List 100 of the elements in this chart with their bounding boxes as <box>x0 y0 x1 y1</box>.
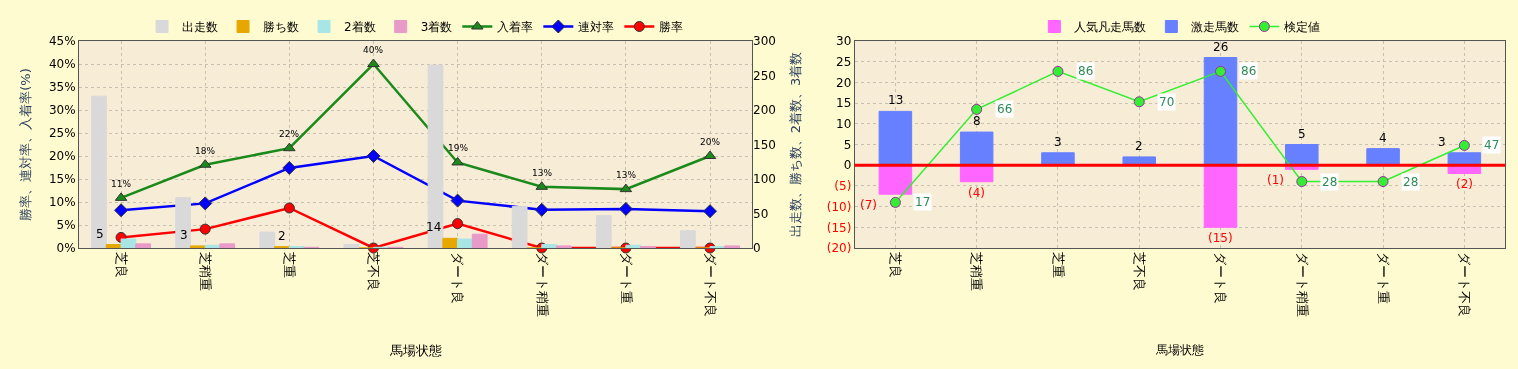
y-tick-label: 25% <box>48 126 76 141</box>
point <box>452 218 464 230</box>
bar <box>189 245 206 248</box>
point <box>1296 176 1308 188</box>
data-label: 5 <box>1298 127 1306 141</box>
bar <box>91 95 107 248</box>
x-tick-label: ダート不良 <box>702 251 718 317</box>
x-tick-label: ダート稍重 <box>1294 251 1310 317</box>
x-tick-label: ダート稍重 <box>534 251 550 317</box>
bar <box>1447 152 1482 166</box>
data-label: (1) <box>1267 173 1284 187</box>
x-tick-label: ダート良 <box>1213 251 1229 304</box>
data-label: 2 <box>278 229 286 243</box>
bar <box>427 64 444 248</box>
legend-label: 検定値 <box>1284 20 1321 35</box>
x-tick-label: ダート重 <box>1375 251 1391 304</box>
y-tick-label: 5 <box>843 137 852 152</box>
x-tick-label: 芝良 <box>888 251 904 278</box>
y-tick-label: 35% <box>48 80 76 95</box>
y2-axis-title: 出走数、勝ち数、2着数、3着数 <box>787 51 803 238</box>
point <box>889 196 901 208</box>
point <box>1133 96 1145 108</box>
data-label: 66 <box>997 102 1013 116</box>
point <box>534 202 549 217</box>
y-tick-label: 5% <box>56 218 76 233</box>
y-tick-label: 45% <box>48 34 76 49</box>
y-tick-label: 40% <box>48 57 76 72</box>
point <box>619 183 633 193</box>
bar <box>259 231 276 248</box>
y-tick-label: (15) <box>826 220 852 235</box>
point <box>703 204 718 219</box>
y-axis-title: 勝率、連対率、入着率(%) <box>17 68 33 221</box>
bar <box>680 230 696 248</box>
legend-label: 勝ち数 <box>263 20 300 35</box>
point <box>114 203 129 218</box>
bar <box>343 244 360 248</box>
legend-label: 3着数 <box>420 20 453 35</box>
point <box>1052 65 1064 77</box>
point <box>1458 139 1470 151</box>
y-tick-label: 0% <box>56 241 76 256</box>
data-label: 28 <box>1403 175 1419 189</box>
y-tick-label: 30% <box>48 103 76 118</box>
y2-tick-label: 0 <box>753 241 761 256</box>
point <box>971 103 983 115</box>
bar <box>1203 57 1238 166</box>
legend-label: 勝率 <box>659 20 684 35</box>
data-label: 3 <box>180 228 188 242</box>
x-tick-label: 芝稍重 <box>197 251 213 291</box>
x-axis-title: 馬場状態 <box>388 343 442 359</box>
data-label: 3 <box>1438 135 1446 149</box>
point <box>366 149 381 163</box>
y-tick-label: 25 <box>836 54 852 69</box>
data-label: 18% <box>195 146 216 156</box>
legend-label: 人気凡走馬数 <box>1074 20 1147 35</box>
bar <box>105 244 122 248</box>
data-label: 86 <box>1078 64 1094 78</box>
y-tick-label: 20 <box>836 75 852 90</box>
legend-label: 連対率 <box>578 20 615 35</box>
data-label: 47 <box>1484 138 1500 152</box>
point <box>283 142 296 152</box>
point <box>283 202 295 214</box>
point <box>1215 65 1227 77</box>
x-tick-label: 芝不良 <box>366 251 382 291</box>
bar <box>541 244 557 248</box>
bar <box>511 206 528 248</box>
point <box>450 193 465 208</box>
data-label: 22% <box>279 129 300 139</box>
bar <box>135 243 152 248</box>
data-label: 86 <box>1241 64 1257 78</box>
data-label: (15) <box>1208 231 1233 245</box>
x-axis-title: 馬場状態 <box>1154 343 1204 358</box>
bar <box>1041 152 1075 166</box>
x-tick-label: ダート不良 <box>1457 251 1473 317</box>
y2-tick-label: 300 <box>753 34 776 49</box>
legend-label: 入着率 <box>497 20 534 35</box>
data-label: 20% <box>700 137 721 147</box>
y-tick-label: (20) <box>826 241 852 256</box>
y-tick-label: 10 <box>836 117 852 131</box>
bar <box>1366 148 1400 166</box>
y-tick-label: 30 <box>836 34 852 49</box>
x-tick-label: 芝重 <box>1050 251 1066 278</box>
data-label: 4 <box>1379 131 1387 145</box>
data-label: (2) <box>1456 177 1473 191</box>
data-label: 13 <box>888 93 904 107</box>
data-label: 13% <box>616 170 637 180</box>
x-tick-label: 芝不良 <box>1132 251 1148 291</box>
data-label: 19% <box>448 143 469 153</box>
bar <box>555 245 572 248</box>
y2-tick-label: 50 <box>753 206 769 221</box>
y-tick-label: 15% <box>48 172 76 187</box>
bar <box>878 164 913 195</box>
bar <box>595 215 612 248</box>
y-tick-label: 10% <box>48 195 76 210</box>
data-label: 8 <box>973 114 981 128</box>
bar <box>1285 144 1319 166</box>
x-tick-label: ダート良 <box>450 251 466 304</box>
legend-label: 激走馬数 <box>1191 20 1240 35</box>
data-label: (4) <box>968 186 985 200</box>
bar <box>471 233 488 248</box>
y-tick-label: 0 <box>843 158 852 173</box>
